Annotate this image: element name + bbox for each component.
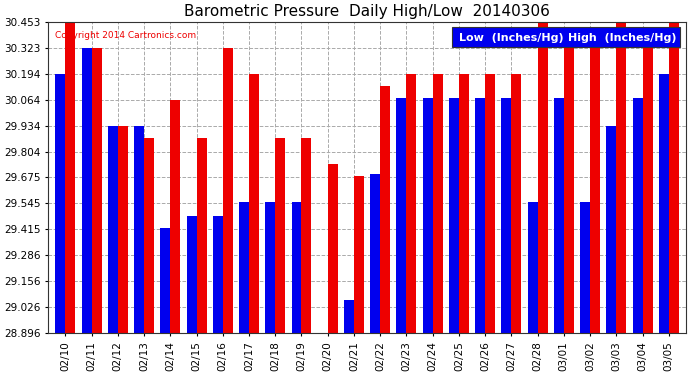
Bar (475, 98, 485, 333)
Bar (423, 98, 433, 333)
Bar (433, 74, 442, 333)
Bar (511, 74, 522, 333)
Bar (160, 228, 170, 333)
Bar (249, 74, 259, 333)
Bar (134, 126, 144, 333)
Bar (239, 202, 249, 333)
Bar (538, 22, 548, 333)
Bar (291, 202, 302, 333)
Bar (397, 98, 406, 333)
Bar (485, 74, 495, 333)
Bar (213, 216, 223, 333)
Bar (642, 48, 653, 333)
Bar (669, 22, 679, 333)
Bar (371, 174, 380, 333)
Bar (186, 216, 197, 333)
Bar (580, 202, 590, 333)
Bar (55, 74, 66, 333)
Bar (459, 74, 469, 333)
Bar (328, 164, 337, 333)
Bar (66, 22, 75, 333)
Bar (92, 48, 101, 333)
Bar (108, 126, 118, 333)
Text: Copyright 2014 Cartronics.com: Copyright 2014 Cartronics.com (55, 31, 196, 40)
Bar (590, 48, 600, 333)
Bar (118, 126, 128, 333)
Bar (81, 48, 92, 333)
Bar (265, 202, 275, 333)
Bar (223, 48, 233, 333)
Bar (406, 74, 416, 333)
Bar (197, 138, 206, 333)
Title: Barometric Pressure  Daily High/Low  20140306: Barometric Pressure Daily High/Low 20140… (184, 4, 550, 19)
Bar (607, 126, 616, 333)
Bar (170, 100, 180, 333)
Bar (449, 98, 459, 333)
Bar (659, 74, 669, 333)
Bar (502, 98, 511, 333)
Bar (564, 48, 574, 333)
Bar (380, 86, 390, 333)
Bar (354, 176, 364, 333)
Bar (144, 138, 154, 333)
Bar (616, 22, 627, 333)
Bar (554, 98, 564, 333)
Bar (528, 202, 538, 333)
Legend: Low  (Inches/Hg), High  (Inches/Hg): Low (Inches/Hg), High (Inches/Hg) (451, 27, 680, 48)
Bar (633, 98, 642, 333)
Bar (302, 138, 311, 333)
Bar (344, 300, 354, 333)
Bar (275, 138, 285, 333)
